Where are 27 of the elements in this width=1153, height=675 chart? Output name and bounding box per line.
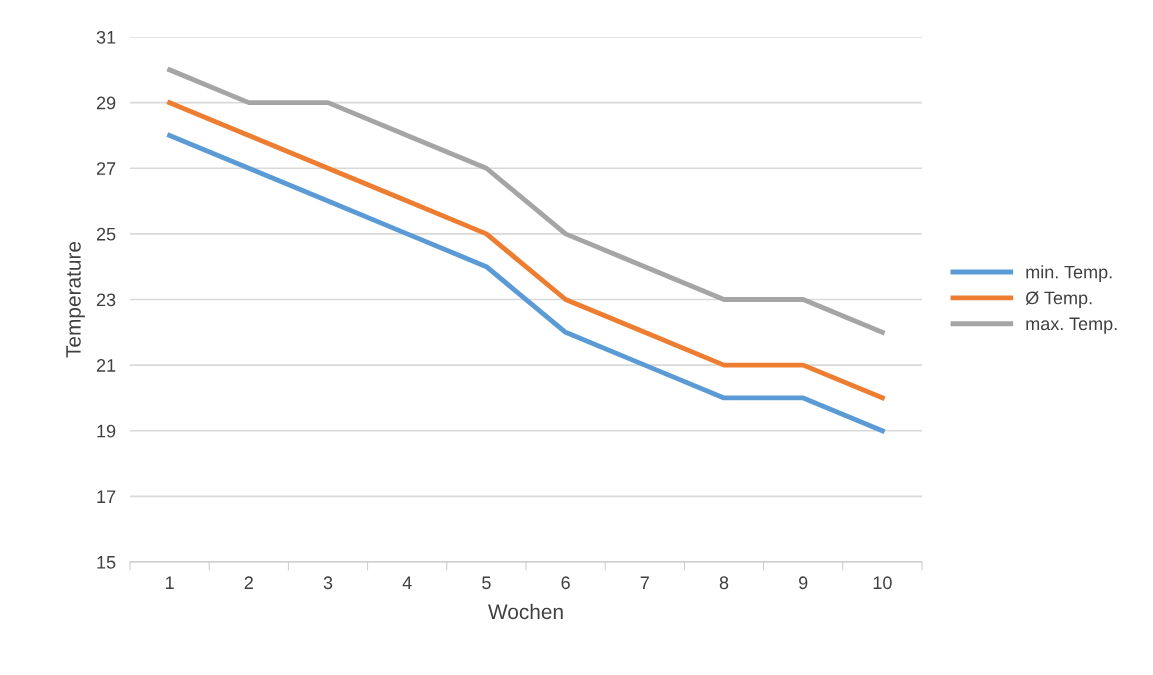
y-tick-label: 19 — [97, 424, 116, 438]
legend-label: Ø Temp. — [1025, 291, 1092, 308]
y-axis-title: Temperature — [66, 241, 85, 358]
y-tick-label: 31 — [96, 30, 116, 44]
x-tick-label: 3 — [323, 576, 333, 590]
x-tick-label: 6 — [561, 576, 570, 590]
x-tick-label: 4 — [402, 576, 412, 589]
y-tick-label: 21 — [96, 359, 116, 372]
y-tick-label: 29 — [96, 96, 116, 110]
y-tick-label: 15 — [97, 556, 116, 569]
x-tick-label: 7 — [640, 576, 649, 589]
line-series — [167, 133, 885, 434]
x-tick-label: 10 — [873, 576, 892, 590]
y-tick-label: 17 — [97, 490, 116, 503]
x-tick-label: 2 — [244, 576, 253, 589]
y-tick-label: 23 — [96, 293, 116, 307]
legend-label: min. Temp. — [1026, 265, 1112, 283]
legend-label: max. Temp. — [1026, 317, 1117, 334]
x-tick-label: 8 — [719, 576, 729, 590]
x-tick-label: 1 — [165, 576, 174, 589]
x-axis-title: Wochen — [488, 603, 563, 620]
x-tick-label: 5 — [482, 576, 491, 590]
y-tick-label: 25 — [96, 227, 116, 241]
line-series — [167, 67, 885, 335]
line-series — [167, 100, 885, 401]
y-tick-label: 27 — [96, 162, 116, 175]
x-tick-label: 9 — [799, 576, 808, 590]
